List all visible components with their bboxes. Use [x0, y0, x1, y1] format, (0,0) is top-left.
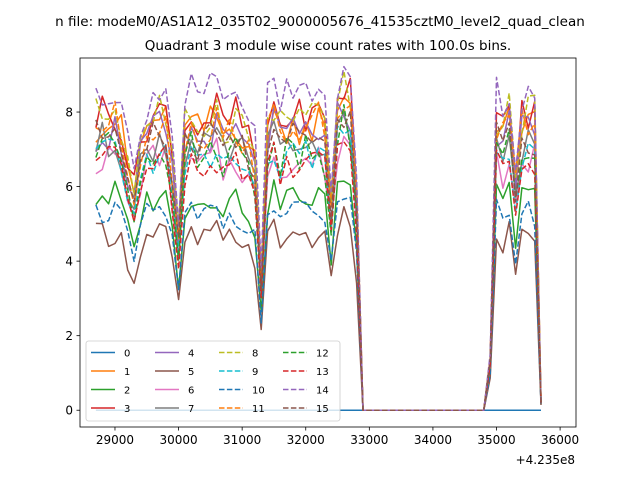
x-tick-label-33000: 33000: [350, 433, 388, 447]
legend-label-4: 4: [188, 348, 194, 359]
x-tick-label-34000: 34000: [414, 433, 452, 447]
series-line-14: [95, 65, 542, 411]
x-tick-label-36000: 36000: [541, 433, 579, 447]
legend-label-15: 15: [316, 404, 329, 415]
series-lines: [95, 65, 542, 411]
legend-label-1: 1: [124, 367, 130, 378]
x-tick-label-35000: 35000: [477, 433, 515, 447]
legend-label-13: 13: [316, 367, 329, 378]
legend-label-12: 12: [316, 348, 329, 359]
x-tick-label-31000: 31000: [223, 433, 261, 447]
legend-label-3: 3: [124, 404, 130, 415]
y-tick-label-8: 8: [65, 105, 73, 119]
axes-frame: [79, 57, 577, 428]
x-offset-label: +4.235e8: [516, 453, 575, 467]
legend-label-0: 0: [124, 348, 130, 359]
legend-label-10: 10: [252, 385, 265, 396]
y-tick-label-0: 0: [65, 404, 73, 418]
plot-area: [79, 57, 577, 428]
x-tick-label-30000: 30000: [159, 433, 197, 447]
series-line-15: [95, 110, 542, 411]
y-axis: 0 2 4 6 8: [65, 105, 80, 418]
y-tick-label-2: 2: [65, 329, 73, 343]
y-tick-label-4: 4: [65, 254, 73, 268]
legend-label-2: 2: [124, 385, 130, 396]
legend-label-7: 7: [188, 404, 194, 415]
x-tick-label-32000: 32000: [287, 433, 325, 447]
y-tick-label-6: 6: [65, 180, 73, 194]
legend-label-5: 5: [188, 367, 194, 378]
x-axis: 29000 30000 31000 32000 33000 34000 35000 36000: [96, 427, 579, 447]
legend-label-11: 11: [252, 404, 265, 415]
figure-suptitle: n file: modeM0/AS1A12_035T02_9000005676_…: [55, 14, 585, 30]
legend-label-8: 8: [252, 348, 258, 359]
x-tick-label-29000: 29000: [96, 433, 134, 447]
legend-label-9: 9: [252, 367, 258, 378]
chart-title: Quadrant 3 module wise count rates with …: [145, 38, 511, 54]
legend-box: [85, 340, 341, 422]
legend-label-14: 14: [316, 385, 329, 396]
legend-label-6: 6: [188, 385, 194, 396]
